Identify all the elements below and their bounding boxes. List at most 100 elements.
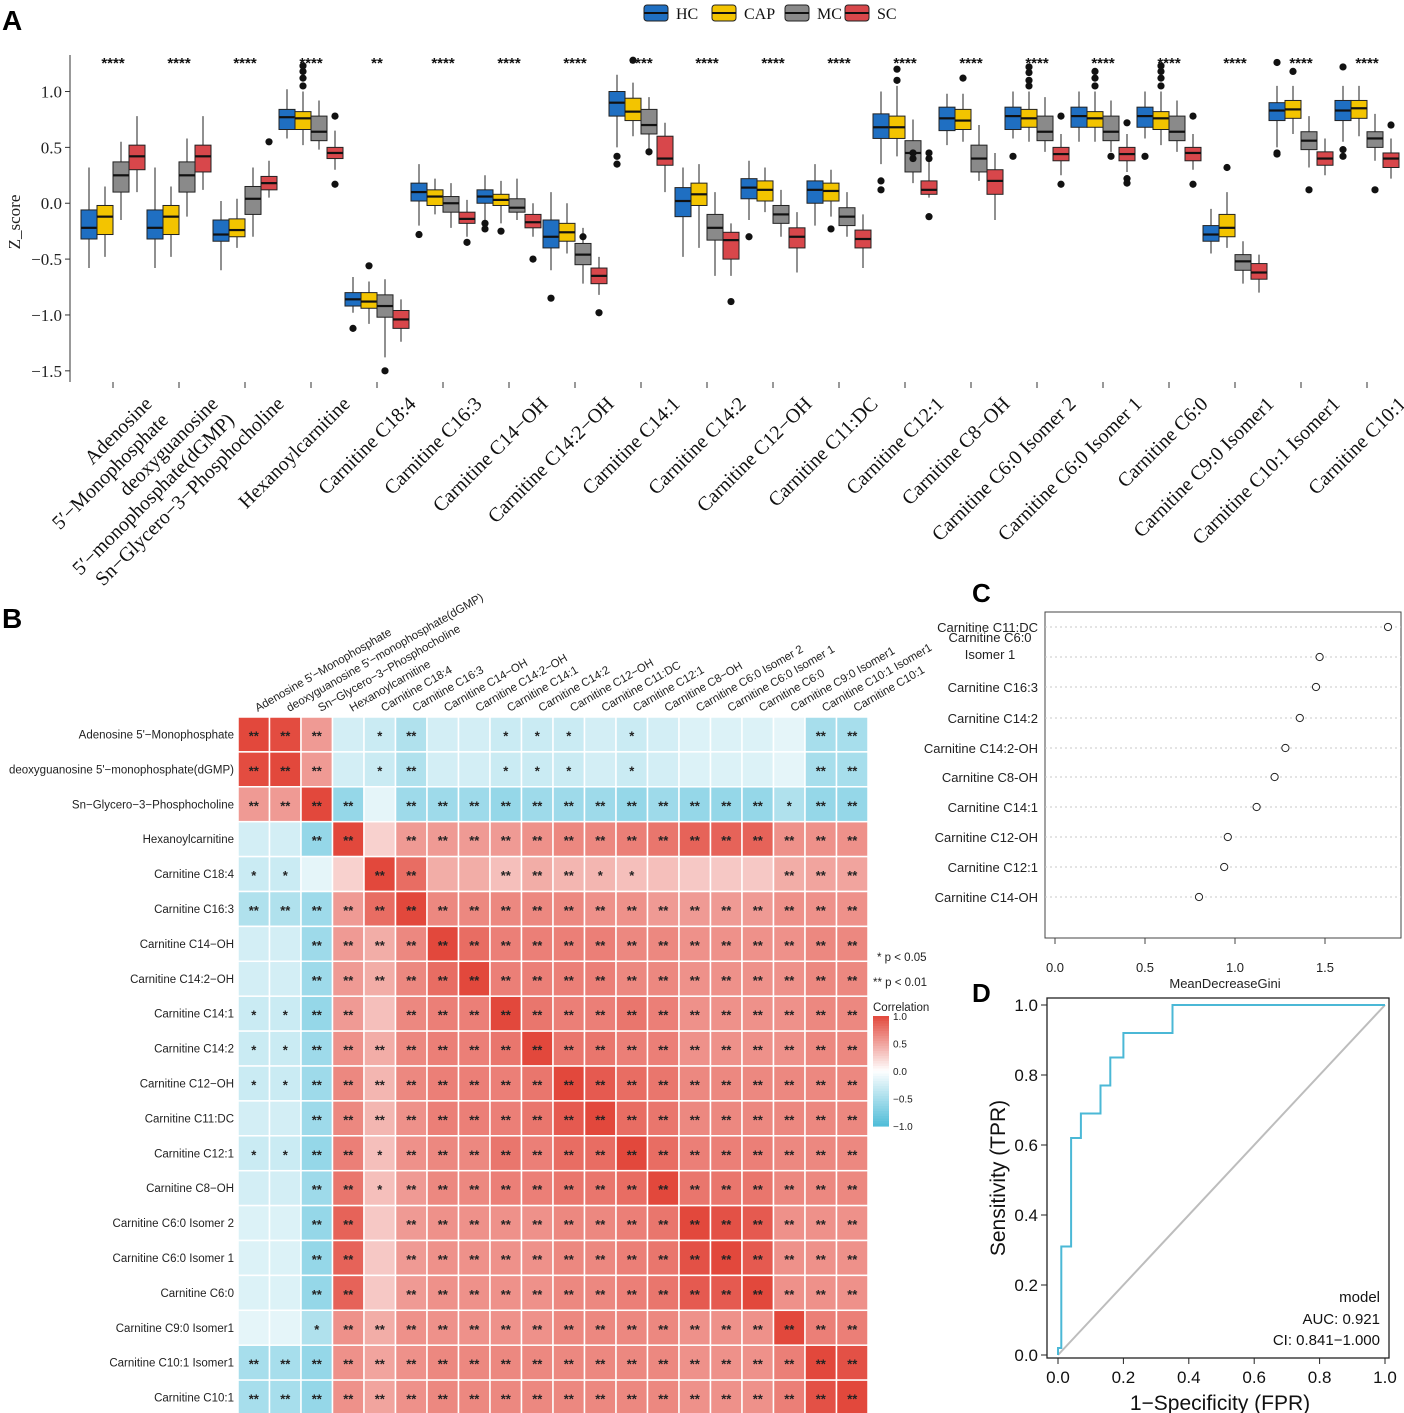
box-outlier	[529, 255, 537, 263]
heatmap-cell	[331, 1204, 365, 1242]
heatmap-star: **	[564, 1182, 575, 1197]
heatmap-row-label: Carnitine C10:1	[154, 1393, 234, 1405]
heatmap-cell	[646, 1204, 680, 1242]
colorbar-segment	[873, 1118, 889, 1122]
box-outlier	[1157, 62, 1165, 70]
heatmap-cell	[835, 1135, 869, 1172]
box-iqr	[788, 227, 806, 249]
heatmap-row-label: Hexanoylcarnitine	[143, 834, 234, 846]
heatmap-cell	[552, 786, 586, 823]
x-tick-label-c: 1.0	[1226, 960, 1244, 975]
box-iqr	[162, 204, 180, 236]
heatmap-row-label: Carnitine C14:2−OH	[130, 974, 234, 986]
heatmap-cell	[237, 1100, 271, 1137]
x-tick-label-c: 0.5	[1136, 960, 1154, 975]
colorbar-segment	[873, 1036, 889, 1040]
box-outlier	[299, 74, 307, 82]
heatmap-star: **	[816, 973, 827, 988]
heatmap-cell	[772, 1169, 806, 1207]
heatmap-star: **	[847, 1147, 858, 1162]
heatmap-star: **	[312, 1357, 323, 1372]
colorbar-segment	[873, 1078, 889, 1082]
heatmap-star: **	[375, 1112, 386, 1127]
heatmap-star: **	[721, 1008, 732, 1023]
heatmap-star: *	[566, 728, 572, 743]
heatmap-star: **	[753, 1217, 764, 1232]
box-iqr	[722, 231, 740, 260]
heatmap-star: **	[343, 833, 354, 848]
heatmap-cell	[331, 1379, 365, 1413]
box-iqr	[1070, 106, 1088, 128]
dot-point	[1220, 862, 1229, 872]
heatmap-cell	[583, 1344, 617, 1381]
heatmap-star: *	[251, 1077, 257, 1092]
heatmap-cell	[489, 786, 523, 823]
heatmap-star: **	[469, 1112, 480, 1127]
heatmap-star: *	[283, 1077, 289, 1092]
dot-label: Carnitine C14:1	[948, 800, 1038, 815]
heatmap-cell	[804, 995, 838, 1032]
heatmap-cell	[426, 1379, 460, 1413]
colorbar-segment	[873, 1083, 889, 1087]
heatmap-star: **	[690, 903, 701, 918]
heatmap-cell	[835, 890, 869, 928]
heatmap-star: *	[535, 763, 541, 778]
dot-label: Carnitine C16:3	[948, 680, 1038, 695]
heatmap-star: **	[532, 938, 543, 953]
heatmap-star: **	[627, 1182, 638, 1197]
dot-label: Carnitine C6:0 Isomer 1	[948, 630, 1031, 662]
colorbar-segment	[873, 1041, 889, 1045]
box-outlier	[1091, 74, 1099, 82]
heatmap-star: **	[501, 1287, 512, 1302]
box-iqr	[112, 161, 130, 193]
box-iqr	[212, 219, 230, 242]
colorbar-segment	[873, 1068, 889, 1072]
heatmap-star: **	[658, 1287, 669, 1302]
heatmap-cell	[268, 925, 302, 963]
heatmap-cell	[268, 960, 302, 997]
heatmap-star: **	[532, 1182, 543, 1197]
box-iqr	[608, 91, 626, 117]
heatmap-cell	[363, 786, 397, 823]
box-outlier	[1189, 180, 1197, 188]
heatmap-star: **	[784, 938, 795, 953]
heatmap-cell	[615, 1379, 649, 1413]
heatmap-cell	[300, 1204, 334, 1242]
box-outlier	[1107, 152, 1115, 160]
heatmap-star: **	[469, 1392, 480, 1407]
significance-stars: ****	[431, 55, 455, 72]
heatmap-star: **	[312, 1287, 323, 1302]
heatmap-star: **	[690, 1182, 701, 1197]
box-iqr	[1136, 106, 1154, 128]
heatmap-star: **	[406, 763, 417, 778]
heatmap-cell	[678, 1065, 712, 1102]
heatmap-cell	[363, 1204, 397, 1242]
colorbar-segment	[873, 1073, 889, 1077]
heatmap-star: **	[658, 1392, 669, 1407]
colorbar-segment	[873, 1111, 889, 1115]
heatmap-cell	[426, 820, 460, 858]
heatmap-cell	[615, 890, 649, 928]
heatmap-star: **	[375, 1392, 386, 1407]
heatmap-cell	[615, 1309, 649, 1346]
heatmap-star: **	[816, 1043, 827, 1058]
heatmap-cell	[331, 855, 365, 893]
heatmap-star: **	[532, 1217, 543, 1232]
box-outlier	[959, 74, 967, 82]
dot-point	[1315, 652, 1324, 662]
colorbar-segment	[873, 1106, 889, 1110]
heatmap-row-label: Carnitine C14:2	[154, 1044, 234, 1056]
x-axis-title-c: MeanDecreaseGini	[1169, 976, 1280, 991]
heatmap-cell	[646, 751, 680, 788]
legend-a: HC CAP MC SC	[643, 4, 897, 23]
heatmap-star: **	[375, 1357, 386, 1372]
colorbar-tick-label: −1.0	[893, 1122, 913, 1133]
heatmap-star: **	[501, 1252, 512, 1267]
box-iqr	[1102, 115, 1120, 142]
heatmap-star: **	[469, 1043, 480, 1058]
heatmap-star: **	[690, 1112, 701, 1127]
heatmap-cell	[678, 1030, 712, 1067]
heatmap-cell	[363, 1100, 397, 1137]
heatmap-star: **	[658, 1112, 669, 1127]
